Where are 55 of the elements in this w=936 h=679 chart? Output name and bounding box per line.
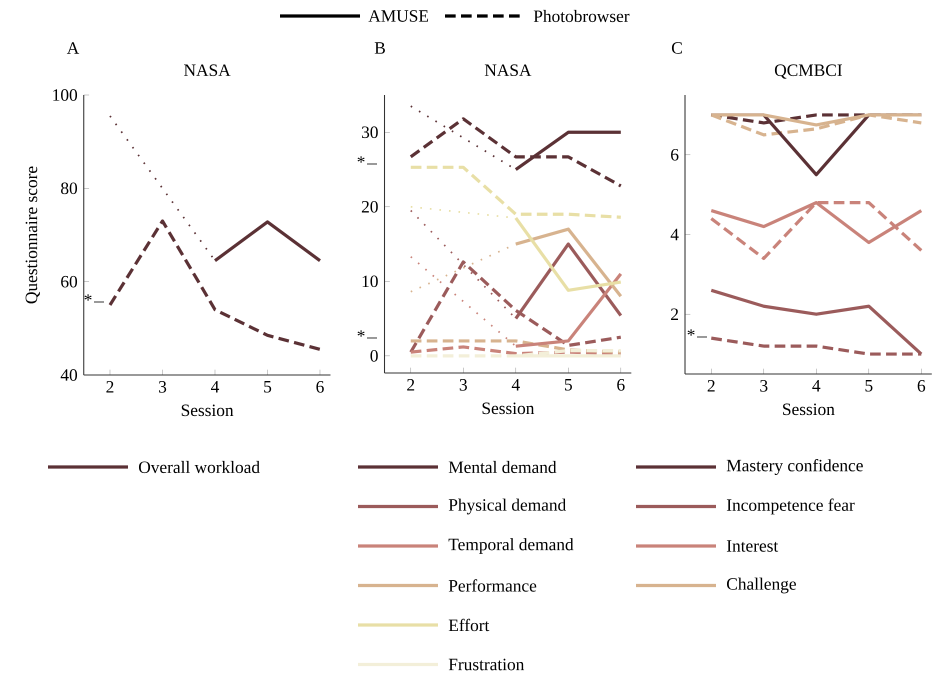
annotation: * xyxy=(84,294,92,301)
text: AMUSE xyxy=(368,10,428,22)
x-tick-label: 4 xyxy=(210,381,220,392)
y-tick-label: 10 xyxy=(362,275,378,288)
y-tick-label: 6 xyxy=(671,148,678,161)
text: * xyxy=(358,330,365,337)
annotation: * xyxy=(688,329,695,336)
legend-label: Temporal demand xyxy=(448,538,574,554)
x-tick-label: 6 xyxy=(918,380,926,392)
text: C xyxy=(672,42,682,54)
chart-title: NASA xyxy=(484,64,532,76)
text: Photobrowser xyxy=(534,10,630,22)
x-tick-label: 3 xyxy=(159,381,166,393)
text: B xyxy=(374,42,385,54)
y-tick-label: 80 xyxy=(61,182,78,194)
x-axis-title: Session xyxy=(783,404,835,416)
x-tick-label: 3 xyxy=(760,380,768,392)
legend-label: Incompetence fear xyxy=(726,498,855,514)
y-tick-label: 40 xyxy=(60,369,78,381)
line-series xyxy=(108,219,322,351)
y-tick-label: 4 xyxy=(670,228,679,240)
x-tick-label: 6 xyxy=(617,379,625,391)
legend-label: Mastery confidence xyxy=(726,459,863,475)
legend-label: Overall workload xyxy=(138,460,260,474)
y-tick-label: 30 xyxy=(362,126,378,138)
y-tick-label: 100 xyxy=(53,89,78,101)
legend-label: Performance xyxy=(448,579,536,592)
x-tick-label: 5 xyxy=(264,381,272,393)
legend-label: Physical demand xyxy=(448,498,566,514)
text: A xyxy=(66,42,80,54)
x-tick-label: 4 xyxy=(512,379,520,390)
x-tick-label: 5 xyxy=(564,379,572,391)
legend-label: Mental demand xyxy=(448,460,556,474)
legend-label: Interest xyxy=(726,540,778,552)
chart-title: QCMBCI xyxy=(774,64,842,79)
chart-title: NASA xyxy=(184,64,231,76)
legend-label: Challenge xyxy=(726,578,796,594)
x-tick-label: 2 xyxy=(407,379,414,391)
x-tick-label: 3 xyxy=(460,379,467,391)
x-tick-label: 5 xyxy=(865,380,872,392)
text: * xyxy=(358,156,365,163)
line-series xyxy=(710,201,923,260)
x-tick-label: 4 xyxy=(812,380,820,392)
x-axis-title: Session xyxy=(182,404,234,416)
y-tick-label: 2 xyxy=(671,308,678,320)
legend-label: Effort xyxy=(448,618,490,632)
y-tick-label: 20 xyxy=(362,200,378,213)
y-tick-label: 60 xyxy=(61,276,78,288)
y-tick-label: 0 xyxy=(370,350,378,362)
y-axis-title: Questionnaire score xyxy=(26,166,40,304)
x-tick-label: 2 xyxy=(106,381,114,393)
x-axis-title: Session xyxy=(482,402,534,414)
x-tick-label: 2 xyxy=(708,380,715,392)
legend-label: Frustration xyxy=(448,658,524,670)
x-tick-label: 6 xyxy=(316,381,324,393)
